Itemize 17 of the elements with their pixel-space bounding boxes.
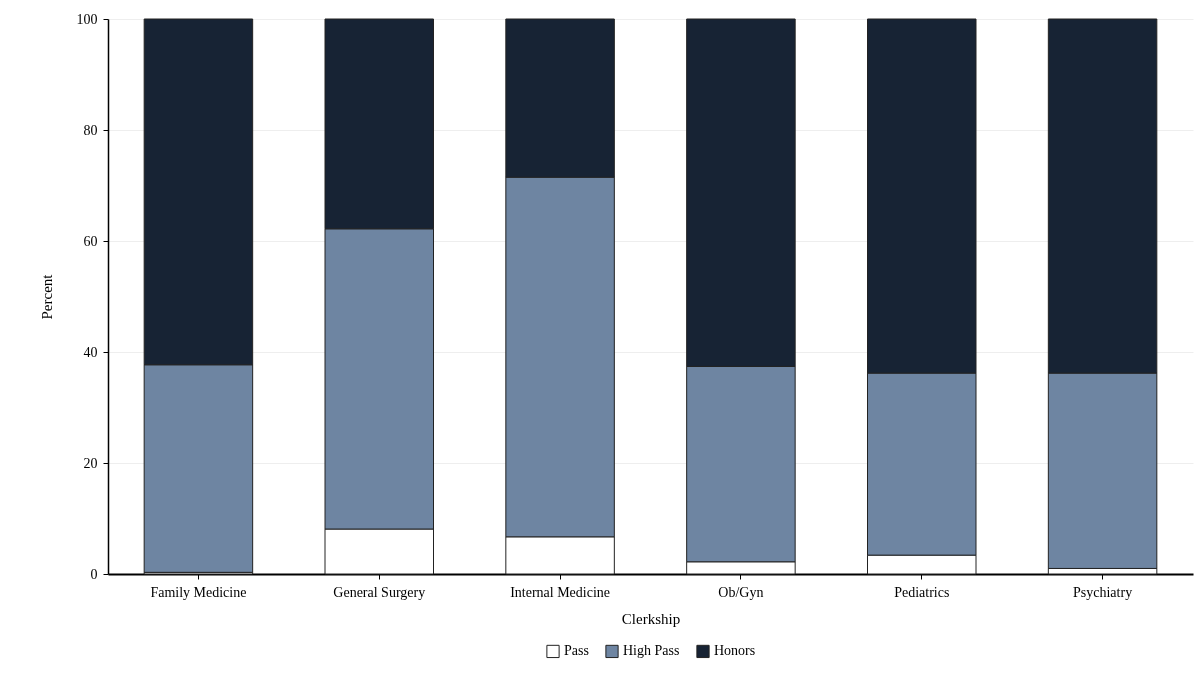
y-tick-label: 100	[76, 11, 98, 27]
x-axis-title: Clerkship	[621, 610, 681, 627]
y-tick-label: 80	[83, 122, 98, 138]
y-tick-label: 20	[83, 455, 98, 471]
y-tick-label: 0	[90, 566, 98, 582]
legend-label: High Pass	[623, 643, 680, 659]
y-tick-label: 40	[83, 344, 98, 360]
x-tick-label: General Surgery	[333, 584, 426, 600]
legend-label: Honors	[714, 643, 756, 659]
x-tick-label: Psychiatry	[1073, 584, 1133, 600]
x-tick-label: Family Medicine	[150, 584, 247, 600]
legend-label: Pass	[564, 643, 589, 659]
y-tick-label: 60	[83, 233, 98, 249]
y-axis-title: Percent	[38, 273, 55, 320]
x-tick-label: Internal Medicine	[510, 584, 611, 600]
x-tick-label: Ob/Gyn	[718, 584, 764, 600]
x-tick-label: Pediatrics	[894, 584, 950, 600]
